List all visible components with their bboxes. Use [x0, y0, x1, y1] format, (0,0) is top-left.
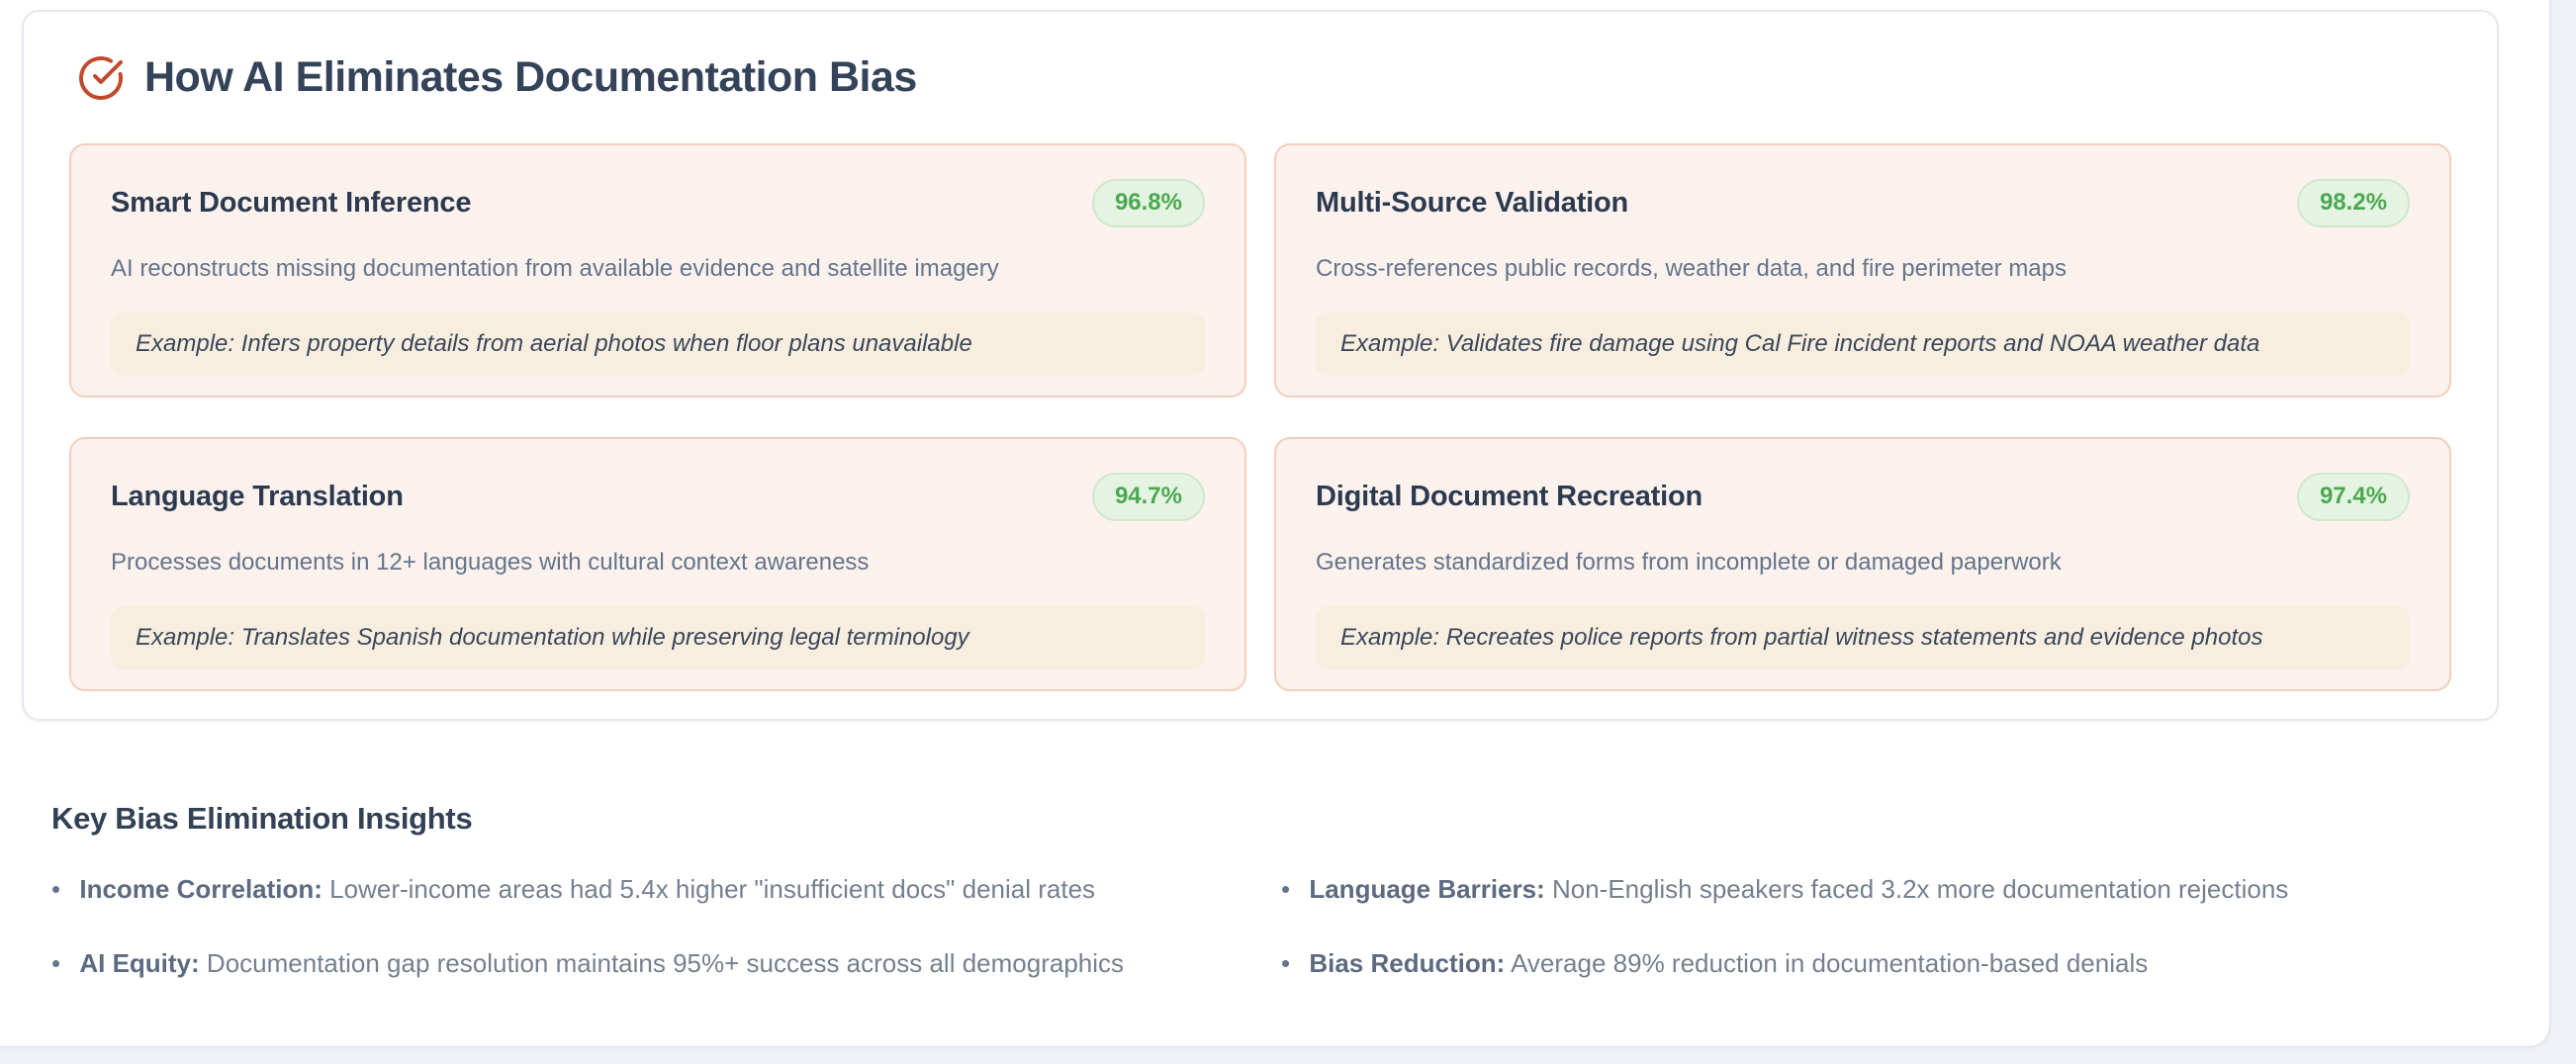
feature-cards-grid: Smart Document Inference 96.8% AI recons…: [69, 143, 2451, 691]
feature-description: Cross-references public records, weather…: [1316, 254, 2067, 282]
feature-example: Example: Translates Spanish documentatio…: [111, 605, 1205, 669]
feature-title: Multi-Source Validation: [1316, 186, 1629, 219]
insight-text: Average 89% reduction in documentation-b…: [1511, 948, 2149, 979]
bullet-icon: •: [1281, 874, 1291, 904]
ai-bias-section: How AI Eliminates Documentation Bias Sma…: [22, 10, 2499, 721]
bullet-icon: •: [51, 948, 61, 979]
feature-description: AI reconstructs missing documentation fr…: [111, 254, 999, 282]
insight-income-correlation: • Income Correlation: Lower-income areas…: [51, 874, 1281, 905]
feature-title: Language Translation: [111, 480, 404, 512]
insight-bias-reduction: • Bias Reduction: Average 89% reduction …: [1281, 948, 2495, 979]
feature-description: Generates standardized forms from incomp…: [1316, 548, 2062, 576]
feature-title: Digital Document Recreation: [1316, 480, 1702, 512]
insight-ai-equity: • AI Equity: Documentation gap resolutio…: [51, 948, 1281, 979]
section-title: How AI Eliminates Documentation Bias: [144, 53, 917, 101]
insight-text: Non-English speakers faced 3.2x more doc…: [1551, 874, 2289, 904]
feature-header: Digital Document Recreation 97.4%: [1316, 473, 2410, 521]
feature-example: Example: Recreates police reports from p…: [1316, 605, 2410, 669]
insight-label: Income Correlation:: [79, 874, 322, 904]
feature-description: Processes documents in 12+ languages wit…: [111, 548, 870, 576]
insight-label: Bias Reduction:: [1309, 948, 1506, 979]
accuracy-badge: 94.7%: [1091, 473, 1205, 521]
insights-grid: • Income Correlation: Lower-income areas…: [51, 874, 2495, 979]
bullet-icon: •: [1281, 948, 1291, 979]
insight-text: Lower-income areas had 5.4x higher "insu…: [329, 874, 1096, 904]
feature-header: Multi-Source Validation 98.2%: [1316, 179, 2410, 227]
feature-card-language-translation: Language Translation 94.7% Processes doc…: [69, 437, 1246, 691]
feature-example: Example: Validates fire damage using Cal…: [1316, 311, 2410, 376]
section-header: How AI Eliminates Documentation Bias: [77, 53, 2451, 102]
key-insights-section: Key Bias Elimination Insights • Income C…: [51, 801, 2495, 979]
feature-example: Example: Infers property details from ae…: [111, 311, 1205, 376]
insights-title: Key Bias Elimination Insights: [51, 801, 473, 836]
check-circle-icon: [77, 54, 125, 102]
bullet-icon: •: [51, 874, 61, 904]
feature-card-digital-document-recreation: Digital Document Recreation 97.4% Genera…: [1274, 437, 2451, 691]
insight-label: AI Equity:: [79, 948, 200, 979]
feature-card-multi-source-validation: Multi-Source Validation 98.2% Cross-refe…: [1274, 143, 2451, 398]
feature-header: Language Translation 94.7%: [111, 473, 1205, 521]
feature-card-smart-document-inference: Smart Document Inference 96.8% AI recons…: [69, 143, 1246, 398]
accuracy-badge: 98.2%: [2296, 179, 2410, 227]
feature-title: Smart Document Inference: [111, 186, 472, 219]
insight-language-barriers: • Language Barriers: Non-English speaker…: [1281, 874, 2495, 905]
feature-header: Smart Document Inference 96.8%: [111, 179, 1205, 227]
accuracy-badge: 97.4%: [2296, 473, 2410, 521]
accuracy-badge: 96.8%: [1091, 179, 1205, 227]
insight-label: Language Barriers:: [1309, 874, 1545, 904]
insight-text: Documentation gap resolution maintains 9…: [206, 948, 1125, 979]
